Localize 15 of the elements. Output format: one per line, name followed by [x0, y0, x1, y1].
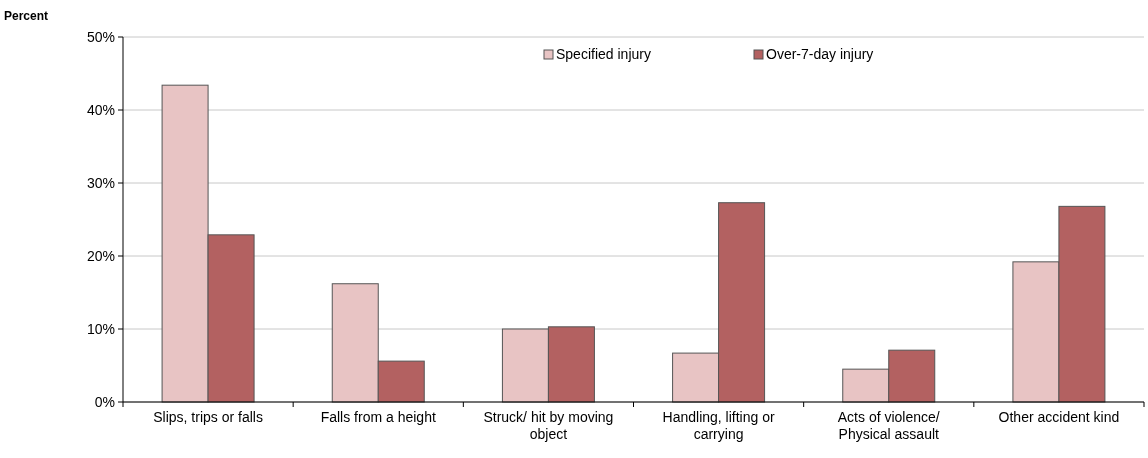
- y-tick-label: 0%: [94, 393, 115, 410]
- legend-label: Specified injury: [556, 46, 651, 62]
- x-tick-label: Handling, lifting or carrying: [662, 409, 775, 442]
- y-tick-label: 50%: [86, 28, 115, 45]
- x-tick-label: Struck/ hit by moving object: [483, 409, 614, 442]
- y-tick-label: 20%: [86, 247, 115, 264]
- x-tick-label: Other accident kind: [998, 409, 1120, 425]
- y-tick-label: 10%: [86, 320, 115, 337]
- y-tick-label: 30%: [86, 174, 115, 191]
- x-tick-label: Slips, trips or falls: [153, 409, 263, 425]
- y-tick-label: 40%: [86, 101, 115, 118]
- y-axis-title: Percent: [4, 9, 49, 23]
- x-tick-label: Acts of violence/ Physical assault: [837, 409, 940, 442]
- legend-label: Over-7-day injury: [766, 46, 874, 62]
- x-tick-label: Falls from a height: [320, 409, 436, 425]
